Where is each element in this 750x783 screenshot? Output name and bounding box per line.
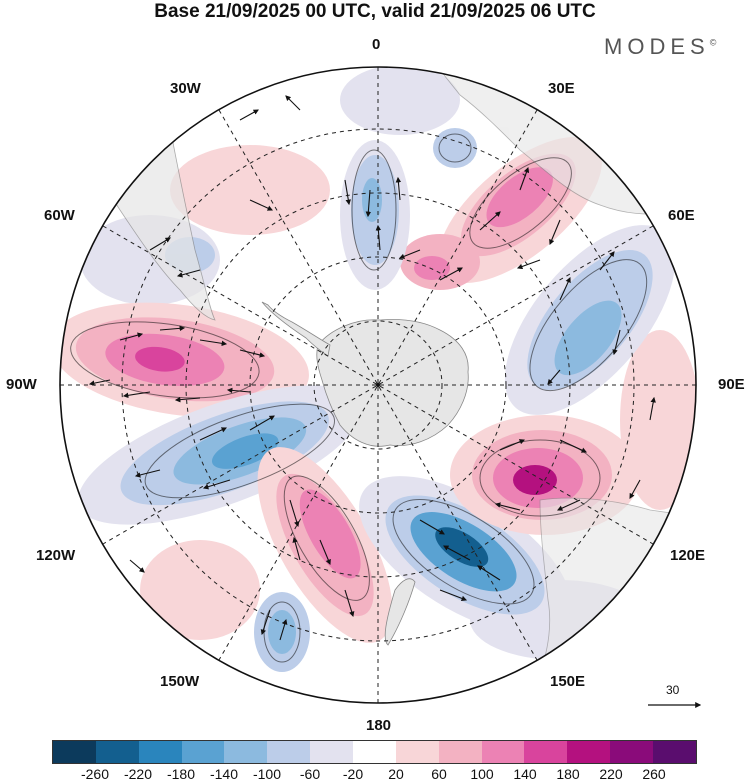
lon-label-120w: 120W [36,547,76,564]
colorbar-tick-label: -60 [299,766,321,782]
lon-label-90w: 90W [6,376,37,393]
south-pole-marker [376,383,380,387]
colorbar-swatch [138,741,182,763]
modes-logo: MODES© [604,34,716,60]
colorbar-tick-label: 220 [599,766,623,782]
anomaly-region-n3 [554,300,622,376]
colorbar-swatch [610,741,654,763]
anomaly-pos-band-3 [620,330,696,510]
colorbar-tick-label: 180 [556,766,580,782]
lon-label-30e: 30E [548,80,575,97]
colorbar-tick-label: 100 [470,766,494,782]
anomaly-region-p5 [513,465,557,495]
anomaly-region-p3 [299,489,361,579]
anomaly-region-n3 [362,178,382,222]
graticule [60,67,696,703]
anomaly-region-p4 [135,346,185,372]
colorbar-tick-label: 60 [431,766,447,782]
anomaly-region-n4 [211,433,279,469]
new-zealand [384,578,416,646]
reference-vector-label: 30 [666,683,680,697]
anomaly-neg-band-1 [340,67,460,135]
colorbar-tick-label: 140 [513,766,537,782]
lon-label-150e: 150E [550,673,586,690]
lon-label-0: 0 [372,36,381,53]
colorbar-swatch [181,741,225,763]
colorbar-swatch [95,741,139,763]
antarctic-peninsula [261,301,331,357]
colorbar-swatch [353,741,396,763]
colorbar [52,740,697,764]
colorbar-swatch [53,741,96,763]
colorbar-swatch [224,741,268,763]
colorbar-tick-label: -180 [166,766,196,782]
colorbar-swatch [653,741,696,763]
colorbar-swatch [395,741,439,763]
anomaly-pos-band-2 [140,540,260,640]
colorbar-tick-label: -20 [342,766,364,782]
colorbar-swatch [438,741,482,763]
brand-text: MODES [604,34,710,59]
colorbar-tick-label: 260 [642,766,666,782]
lon-label-90e: 90E [718,376,745,393]
lon-label-120e: 120E [670,547,706,564]
colorbar-swatch [267,741,311,763]
colorbar-tick-label: -220 [123,766,153,782]
colorbar-swatch [567,741,611,763]
contour-lines [70,133,648,663]
colorbar-swatch [310,741,354,763]
anomaly-field [60,67,696,703]
anomaly-region-p3 [414,256,450,280]
colorbar-swatch [524,741,568,763]
colorbar-tick-label: -260 [80,766,110,782]
brand-mark: © [709,37,717,48]
lon-label-30w: 30W [170,80,201,97]
lon-label-60e: 60E [668,207,695,224]
map-title: Base 21/09/2025 00 UTC, valid 21/09/2025… [154,1,596,22]
map-boundary [59,66,697,704]
colorbar-tick-label: -100 [252,766,282,782]
antarctica [316,319,469,447]
colorbar-tick-label: 20 [388,766,404,782]
anomaly-region-p3 [486,167,553,228]
anomaly-pos-band-1 [170,145,330,235]
lon-label-60w: 60W [44,207,75,224]
lon-label-180: 180 [366,717,392,734]
lon-label-150w: 150W [160,673,200,690]
anomaly-region-n6 [435,527,489,567]
colorbar-tick-label: -140 [209,766,239,782]
colorbar-swatch [481,741,525,763]
